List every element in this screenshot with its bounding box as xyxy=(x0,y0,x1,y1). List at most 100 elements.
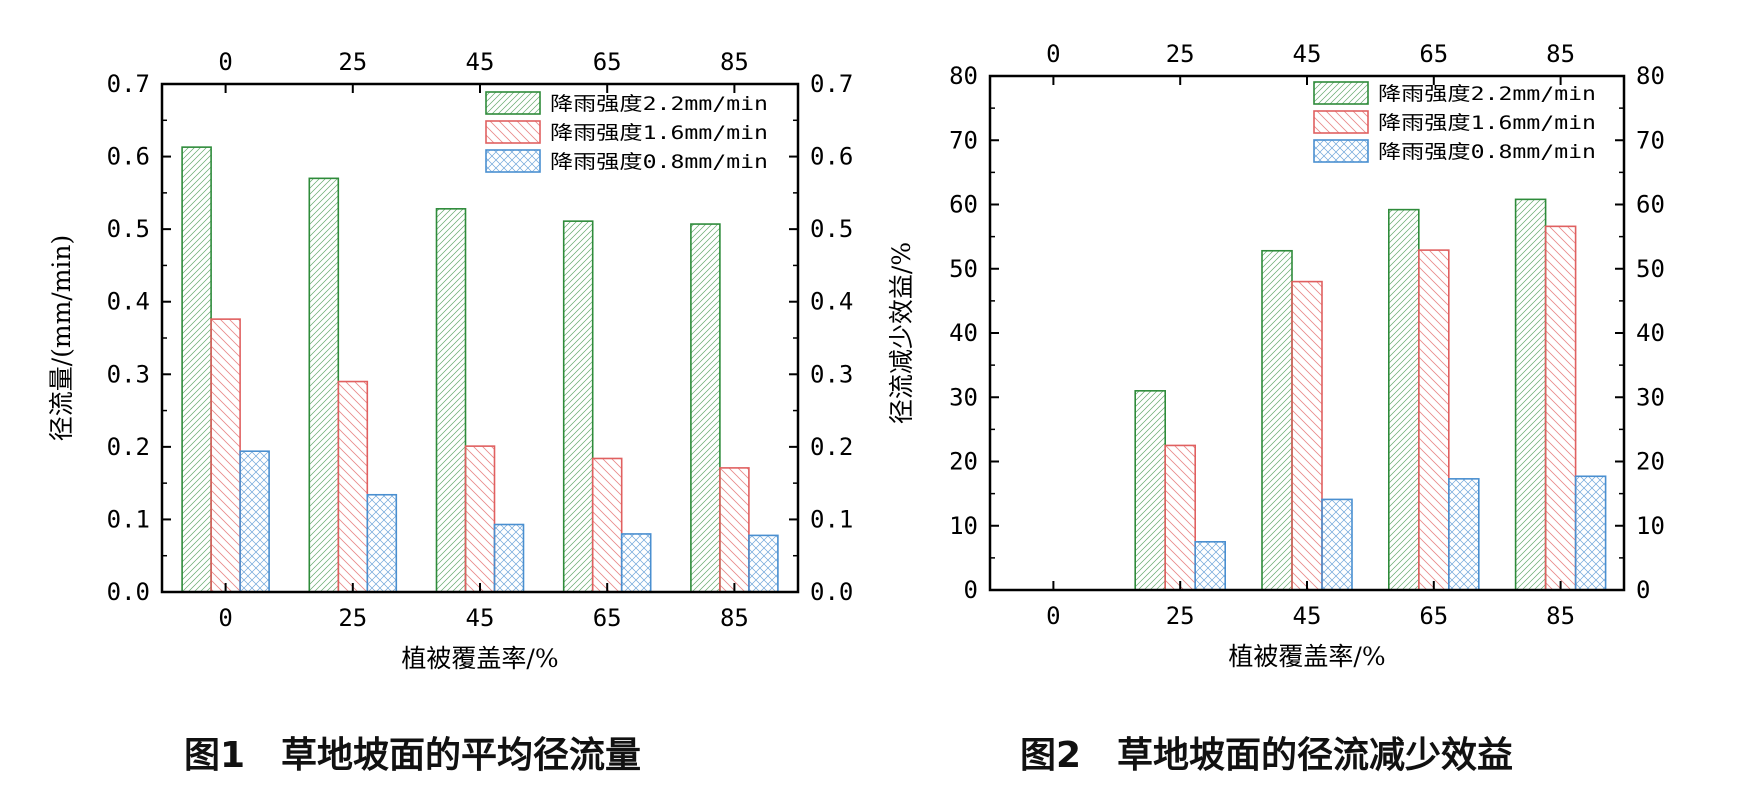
runoff-y-axis-label: 径流量/(mm/min) xyxy=(47,235,76,442)
bar-blue-45 xyxy=(1321,498,1353,591)
bar-red-25 xyxy=(1164,444,1196,591)
x-tick-label-bottom: 0 xyxy=(1046,602,1060,630)
y-tick-label-left: 0.4 xyxy=(107,288,150,316)
reduction-y-tick-labels-left: 0 10 20 30 40 50 60 70 80 xyxy=(949,62,978,604)
bar-green-25 xyxy=(1134,390,1166,591)
y-tick-label-right: 0.6 xyxy=(810,143,853,171)
y-tick-label-right: 0.0 xyxy=(810,578,853,606)
bar-red-85 xyxy=(1544,225,1577,591)
legend-swatch-green xyxy=(485,91,541,115)
x-tick-label-top: 65 xyxy=(593,48,622,76)
runoff-bars xyxy=(181,146,779,593)
runoff-tick-marks xyxy=(162,83,798,593)
bar-green-65 xyxy=(1388,208,1420,591)
y-tick-label-right: 0.3 xyxy=(810,360,853,388)
x-tick-label-bottom: 65 xyxy=(593,604,622,632)
y-tick-label-right: 40 xyxy=(1636,319,1665,347)
bar-green-25 xyxy=(308,177,340,593)
reduction-x-tick-labels-top: 0 25 45 65 85 xyxy=(1046,40,1575,68)
reduction-tick-marks xyxy=(990,75,1624,591)
legend-label-red: 降雨强度1.6mm/min xyxy=(550,122,768,144)
reduction-y-tick-labels-right: 0 10 20 30 40 50 60 70 80 xyxy=(1636,62,1665,604)
bar-blue-45 xyxy=(493,523,525,593)
y-tick-label-left: 10 xyxy=(949,512,978,540)
runoff-x-axis-label: 植被覆盖率/% xyxy=(401,644,558,673)
bar-green-85 xyxy=(1514,198,1547,591)
legend-swatch-green xyxy=(1313,81,1369,105)
legend-label-blue: 降雨强度0.8mm/min xyxy=(550,151,768,173)
reduction-x-tick-labels-bottom: 0 25 45 65 85 xyxy=(1046,602,1575,630)
legend-label-green: 降雨强度2.2mm/min xyxy=(550,93,768,115)
y-tick-label-left: 0.7 xyxy=(107,70,150,98)
y-tick-label-left: 50 xyxy=(949,255,978,283)
bar-red-65 xyxy=(591,457,623,593)
y-tick-label-right: 10 xyxy=(1636,512,1665,540)
bar-red-65 xyxy=(1418,249,1450,591)
x-tick-label-bottom: 45 xyxy=(1293,602,1322,630)
x-tick-label-bottom: 85 xyxy=(720,604,749,632)
runoff-x-tick-labels-bottom: 0 25 45 65 85 xyxy=(218,604,748,632)
legend-swatch-blue xyxy=(485,149,541,173)
x-tick-label-top: 65 xyxy=(1419,40,1448,68)
y-tick-label-left: 60 xyxy=(949,191,978,219)
y-tick-label-right: 60 xyxy=(1636,191,1665,219)
y-tick-label-left: 70 xyxy=(949,126,978,154)
bar-blue-25 xyxy=(1194,541,1226,591)
bar-blue-0 xyxy=(239,450,270,593)
x-tick-label-top: 85 xyxy=(1546,40,1575,68)
x-tick-label-top: 45 xyxy=(466,48,495,76)
x-tick-label-bottom: 0 xyxy=(218,604,232,632)
y-tick-label-right: 0 xyxy=(1636,576,1650,604)
y-tick-label-right: 30 xyxy=(1636,383,1665,411)
y-tick-label-right: 0.1 xyxy=(810,505,853,533)
x-tick-label-top: 25 xyxy=(338,48,367,76)
runoff-legend: 降雨强度2.2mm/min 降雨强度1.6mm/min 降雨强度0.8mm/min xyxy=(485,91,768,173)
x-tick-label-top: 0 xyxy=(1046,40,1060,68)
y-tick-label-right: 0.5 xyxy=(810,215,853,243)
runoff-x-tick-labels-top: 0 25 45 65 85 xyxy=(218,48,748,76)
bar-red-45 xyxy=(464,445,496,593)
y-tick-label-right: 70 xyxy=(1636,126,1665,154)
y-tick-label-left: 0.2 xyxy=(107,433,150,461)
y-tick-label-right: 50 xyxy=(1636,255,1665,283)
runoff-y-tick-labels-left: 0.0 0.1 0.2 0.3 0.4 0.5 0.6 0.7 xyxy=(107,70,150,606)
bar-blue-85 xyxy=(748,534,779,593)
figure-2-caption: 图2 草地坡面的径流减少效益 xyxy=(1020,735,1514,776)
bar-green-45 xyxy=(435,208,467,593)
bar-blue-85 xyxy=(1574,475,1607,591)
bar-red-45 xyxy=(1291,280,1323,591)
bar-red-85 xyxy=(719,467,750,593)
bar-blue-65 xyxy=(620,533,652,593)
x-tick-label-top: 85 xyxy=(720,48,749,76)
x-tick-label-bottom: 65 xyxy=(1419,602,1448,630)
y-tick-label-right: 0.7 xyxy=(810,70,853,98)
runoff-y-tick-labels-right: 0.0 0.1 0.2 0.3 0.4 0.5 0.6 0.7 xyxy=(810,70,853,606)
bar-red-25 xyxy=(337,380,369,593)
bar-green-65 xyxy=(562,220,594,593)
x-tick-label-bottom: 85 xyxy=(1546,602,1575,630)
legend-label-blue: 降雨强度0.8mm/min xyxy=(1378,141,1596,163)
x-tick-label-top: 45 xyxy=(1293,40,1322,68)
reduction-legend: 降雨强度2.2mm/min 降雨强度1.6mm/min 降雨强度0.8mm/min xyxy=(1313,81,1596,163)
x-tick-label-bottom: 25 xyxy=(1166,602,1195,630)
runoff-chart: 0.0 0.1 0.2 0.3 0.4 0.5 0.6 0.7 0.0 0.1 0.2 0.3 0.4… xyxy=(47,48,853,673)
legend-swatch-blue xyxy=(1313,139,1369,163)
legend-swatch-red xyxy=(485,120,541,144)
y-tick-label-left: 80 xyxy=(949,62,978,90)
y-tick-label-left: 30 xyxy=(949,383,978,411)
reduction-bars xyxy=(1134,198,1607,591)
y-tick-label-right: 20 xyxy=(1636,448,1665,476)
y-tick-label-left: 0.5 xyxy=(107,215,150,243)
y-tick-label-left: 0.1 xyxy=(107,505,150,533)
x-tick-label-top: 25 xyxy=(1166,40,1195,68)
x-tick-label-top: 0 xyxy=(218,48,232,76)
bar-green-0 xyxy=(181,146,212,593)
x-tick-label-bottom: 25 xyxy=(338,604,367,632)
reduction-chart: 0 10 20 30 40 50 60 70 80 0 10 20 30 40 50 60 70 80 0 25 4… xyxy=(887,40,1665,671)
y-tick-label-left: 40 xyxy=(949,319,978,347)
x-tick-label-bottom: 45 xyxy=(466,604,495,632)
bar-green-85 xyxy=(690,223,721,593)
y-tick-label-left: 0.0 xyxy=(107,578,150,606)
y-tick-label-left: 0.3 xyxy=(107,360,150,388)
reduction-y-axis-label: 径流减少效益/% xyxy=(887,242,916,424)
